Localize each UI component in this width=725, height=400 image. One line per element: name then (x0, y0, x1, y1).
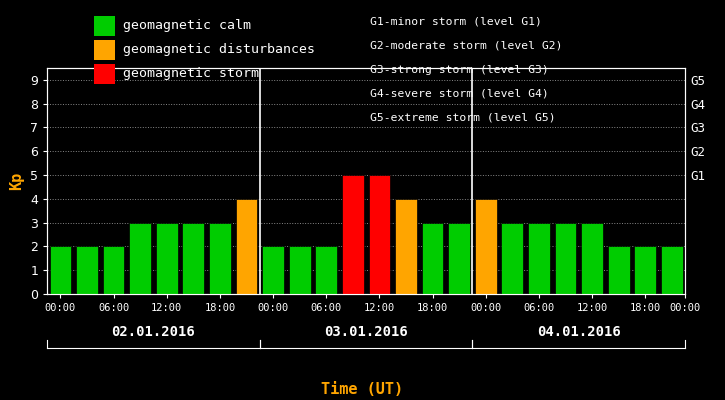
Bar (183, 223, 204, 294)
Bar (368, 175, 390, 294)
Bar (315, 246, 337, 294)
Bar (634, 246, 656, 294)
Bar (395, 199, 417, 294)
Bar (289, 246, 310, 294)
Bar (661, 246, 683, 294)
Text: G3-strong storm (level G3): G3-strong storm (level G3) (370, 65, 549, 75)
Bar (342, 175, 364, 294)
Bar (262, 246, 284, 294)
Text: G4-severe storm (level G4): G4-severe storm (level G4) (370, 89, 549, 99)
Text: geomagnetic calm: geomagnetic calm (123, 20, 252, 32)
Text: geomagnetic disturbances: geomagnetic disturbances (123, 44, 315, 56)
Bar (448, 223, 470, 294)
Bar (236, 199, 257, 294)
Text: geomagnetic storm: geomagnetic storm (123, 68, 260, 80)
Bar (581, 223, 603, 294)
Bar (608, 246, 629, 294)
Text: G2-moderate storm (level G2): G2-moderate storm (level G2) (370, 41, 563, 51)
Text: Time (UT): Time (UT) (321, 382, 404, 398)
Bar (528, 223, 550, 294)
Bar (156, 223, 178, 294)
Text: 02.01.2016: 02.01.2016 (112, 325, 195, 339)
Bar (76, 246, 98, 294)
Bar (475, 199, 497, 294)
Bar (555, 223, 576, 294)
Text: 04.01.2016: 04.01.2016 (537, 325, 621, 339)
Bar (422, 223, 444, 294)
Text: G5-extreme storm (level G5): G5-extreme storm (level G5) (370, 113, 555, 123)
Bar (502, 223, 523, 294)
Bar (49, 246, 71, 294)
Text: 03.01.2016: 03.01.2016 (324, 325, 408, 339)
Text: G1-minor storm (level G1): G1-minor storm (level G1) (370, 17, 542, 27)
Y-axis label: Kp: Kp (9, 172, 25, 190)
Bar (209, 223, 231, 294)
Bar (103, 246, 125, 294)
Bar (129, 223, 151, 294)
